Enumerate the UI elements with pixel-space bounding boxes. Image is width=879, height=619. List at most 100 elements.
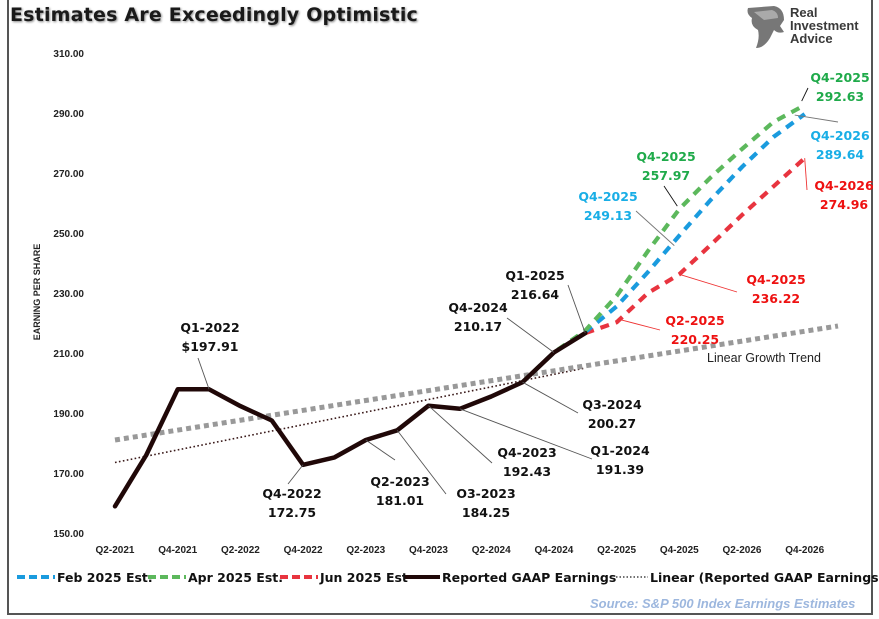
x-axis: Q2-2021 Q4-2021 Q2-2022 Q4-2022 Q2-2023 Q4-20… <box>96 545 825 556</box>
chart-title: Estimates Are Exceedingly Optimistic <box>10 4 419 26</box>
y-tick-label: 290.00 <box>53 109 84 120</box>
legend-item-linear: Linear (Reported GAAP Earnings) <box>616 570 879 585</box>
data-label: Q1-2024 191.39 <box>590 443 650 477</box>
data-label-value: $197.91 <box>182 339 239 354</box>
data-label: Q4-2026 289.64 <box>810 128 870 162</box>
y-tick-label: 270.00 <box>53 169 84 180</box>
legend-label: Jun 2025 Est <box>319 570 408 585</box>
data-label: Q3-2024 200.27 <box>582 397 642 431</box>
data-label-period: Q2-2025 <box>665 313 724 328</box>
data-label-value: 257.97 <box>642 168 690 183</box>
legend-label: Apr 2025 Est. <box>188 570 283 585</box>
data-label-value: 216.64 <box>511 287 560 302</box>
y-tick-label: 150.00 <box>53 529 84 540</box>
leader-line <box>663 185 678 207</box>
leader-line <box>522 381 579 414</box>
data-label-period: O3-2023 <box>456 486 515 501</box>
x-tick-label: Q4-2021 <box>158 545 197 556</box>
data-label-period: Q4-2025 <box>810 70 869 85</box>
source-note: Source: S&P 500 Index Earnings Estimates <box>590 596 856 611</box>
y-tick-label: 250.00 <box>53 229 84 240</box>
data-label-period: Q4-2022 <box>262 486 321 501</box>
series-line-apr <box>521 103 806 384</box>
data-label-value: 249.13 <box>584 208 632 223</box>
x-tick-label: Q2-2025 <box>597 545 636 556</box>
data-label-period: Q2-2023 <box>370 474 429 489</box>
x-tick-label: Q4-2024 <box>534 545 573 556</box>
x-tick-label: Q2-2023 <box>346 545 385 556</box>
data-label: Q4-2025 236.22 <box>746 272 805 306</box>
trend-lines <box>114 323 839 464</box>
data-label: Q4-2025 257.97 <box>636 149 695 183</box>
data-label-value: 181.01 <box>376 493 424 508</box>
data-label-period: Q1-2022 <box>180 320 239 335</box>
data-label-period: Q4-2025 <box>636 149 695 164</box>
legend: Feb 2025 Est. Apr 2025 Est. Jun 2025 Est Re… <box>17 570 879 585</box>
data-label-value: 192.43 <box>503 464 551 479</box>
data-label-period: Q4-2024 <box>448 300 508 315</box>
linear-growth-trend-label: Linear Growth Trend <box>707 351 821 365</box>
data-label: Q4-2025 292.63 <box>810 70 869 104</box>
data-label: Q4-2023 192.43 <box>497 445 556 479</box>
legend-label: Reported GAAP Earnings <box>442 570 616 585</box>
data-label: O3-2023 184.25 <box>456 486 515 520</box>
leader-line <box>617 318 661 331</box>
data-label: Q4-2022 172.75 <box>262 486 321 520</box>
data-label-value: 210.17 <box>454 319 502 334</box>
x-tick-label: Q2-2021 <box>96 545 135 556</box>
y-tick-label: 170.00 <box>53 469 84 480</box>
logo-line: Real <box>790 5 818 20</box>
data-label-value: 292.63 <box>816 89 864 104</box>
logo-line: Investment <box>790 18 859 33</box>
leader-line <box>801 87 809 102</box>
logo-line: Advice <box>790 31 833 46</box>
legend-item-jun: Jun 2025 Est <box>280 570 408 585</box>
chart-frame <box>7 0 873 615</box>
linear-growth-trend-line <box>114 323 839 443</box>
annotations: Q1-2022 $197.91 Q4-2022 172.75 Q2-2023 181.01… <box>180 70 874 520</box>
leader-line <box>459 408 593 460</box>
leader-line <box>197 357 210 390</box>
data-label-period: Q4-2025 <box>746 272 805 287</box>
data-label-value: 220.25 <box>671 332 719 347</box>
data-label-value: 184.25 <box>462 505 510 520</box>
data-label-period: Q3-2024 <box>582 397 642 412</box>
data-label-value: 236.22 <box>752 291 800 306</box>
x-tick-label: Q4-2022 <box>284 545 323 556</box>
data-label-period: Q4-2026 <box>810 128 870 143</box>
data-label-value: 191.39 <box>596 462 644 477</box>
y-tick-label: 190.00 <box>53 409 84 420</box>
data-label-value: 274.96 <box>820 197 869 212</box>
data-label: Q4-2025 249.13 <box>578 189 637 223</box>
legend-item-reported: Reported GAAP Earnings <box>405 570 616 585</box>
leader-line <box>396 429 447 495</box>
data-label-period: Q4-2025 <box>578 189 637 204</box>
leader-line <box>365 439 396 461</box>
data-label: Q2-2023 181.01 <box>370 474 429 508</box>
leader-line <box>679 273 738 293</box>
data-label: Q2-2025 220.25 <box>665 313 724 347</box>
x-tick-label: Q2-2026 <box>723 545 762 556</box>
x-tick-label: Q4-2023 <box>409 545 448 556</box>
x-tick-label: Q4-2025 <box>660 545 699 556</box>
data-label: Q4-2024 210.17 <box>448 300 508 334</box>
data-label-period: Q4-2026 <box>814 178 874 193</box>
leader-line <box>794 114 839 123</box>
x-tick-label: Q2-2024 <box>472 545 511 556</box>
data-label-period: Q1-2024 <box>590 443 650 458</box>
leader-line <box>506 317 555 353</box>
data-label: Q1-2025 216.64 <box>505 268 564 302</box>
series-line-reported <box>112 330 588 509</box>
eagle-head-icon <box>747 6 784 48</box>
leader-line <box>635 210 675 246</box>
legend-label: Feb 2025 Est. <box>57 570 153 585</box>
data-label: Q1-2022 $197.91 <box>180 320 239 354</box>
leader-line <box>567 284 586 334</box>
y-tick-label: 310.00 <box>53 49 84 60</box>
x-tick-label: Q2-2022 <box>221 545 260 556</box>
series-line-jun <box>584 156 807 336</box>
data-label-value: 172.75 <box>268 505 316 520</box>
legend-item-feb: Feb 2025 Est. <box>17 570 153 585</box>
leader-line <box>287 464 304 485</box>
